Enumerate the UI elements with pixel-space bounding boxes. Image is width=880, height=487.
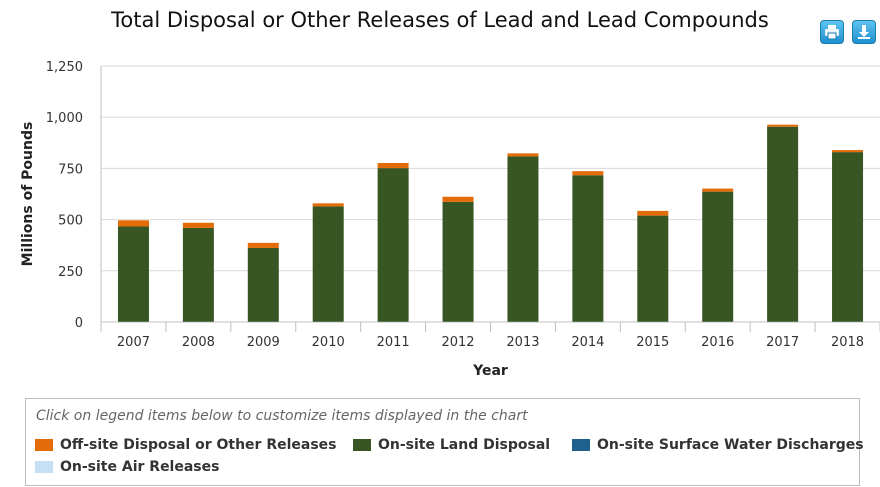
bar-segment bbox=[637, 210, 669, 216]
x-tick-label: 2016 bbox=[701, 335, 734, 350]
print-button[interactable] bbox=[820, 20, 844, 44]
bar-segment bbox=[247, 242, 279, 248]
legend: Click on legend items below to customize… bbox=[25, 398, 864, 486]
legend-swatch bbox=[572, 439, 590, 451]
x-tick-label: 2017 bbox=[766, 335, 799, 350]
bar-segment bbox=[247, 247, 279, 322]
bar-segment bbox=[182, 222, 214, 228]
legend-swatch bbox=[353, 439, 371, 451]
x-tick-label: 2012 bbox=[441, 335, 474, 350]
bar-segment bbox=[767, 126, 799, 322]
x-tick-label: 2011 bbox=[377, 335, 410, 350]
bar-segment bbox=[312, 203, 344, 207]
x-tick-label: 2009 bbox=[247, 335, 280, 350]
legend-swatch bbox=[35, 461, 53, 473]
bar-chart: 0 250 500 750 1,000 1,250 2007 2008 2009 2010 2011… bbox=[20, 60, 880, 379]
legend-label: On-site Surface Water Discharges bbox=[597, 437, 864, 453]
x-tick-label: 2008 bbox=[182, 335, 215, 350]
bar-segment bbox=[832, 150, 864, 153]
x-tick-label: 2014 bbox=[571, 335, 604, 350]
legend-label: On-site Air Releases bbox=[60, 459, 220, 475]
bar-segment bbox=[572, 171, 604, 176]
bar-segment bbox=[767, 124, 799, 127]
legend-label: On-site Land Disposal bbox=[378, 437, 551, 453]
y-tick-label: 1,250 bbox=[46, 60, 83, 75]
y-tick-label: 250 bbox=[58, 265, 83, 280]
y-tick-label: 750 bbox=[58, 162, 83, 177]
download-icon bbox=[858, 25, 870, 39]
chart-title: Total Disposal or Other Releases of Lead… bbox=[111, 8, 769, 32]
legend-hint: Click on legend items below to customize… bbox=[36, 408, 528, 424]
y-tick-label: 1,000 bbox=[46, 111, 83, 126]
bar-segment bbox=[117, 226, 149, 322]
bar-segment bbox=[117, 220, 149, 227]
bar-segment bbox=[702, 188, 734, 192]
bar-segment bbox=[377, 162, 409, 169]
bar-segment bbox=[182, 227, 214, 322]
bar-segment bbox=[702, 191, 734, 322]
x-axis-title: Year bbox=[472, 363, 508, 379]
bar-segment bbox=[312, 206, 344, 322]
download-button[interactable] bbox=[852, 20, 876, 44]
x-tick-label: 2010 bbox=[312, 335, 345, 350]
x-tick-label: 2015 bbox=[636, 335, 669, 350]
y-axis-title: Millions of Pounds bbox=[20, 122, 36, 267]
bar-segment bbox=[442, 201, 474, 322]
bar-segment bbox=[832, 152, 864, 322]
x-tick-label: 2007 bbox=[117, 335, 150, 350]
bar-segment bbox=[442, 196, 474, 202]
legend-swatch bbox=[35, 439, 53, 451]
printer-icon bbox=[825, 25, 839, 40]
x-tick-label: 2018 bbox=[831, 335, 864, 350]
x-tick-label: 2013 bbox=[506, 335, 539, 350]
bar-segment bbox=[637, 215, 669, 322]
bar-segment bbox=[507, 153, 539, 157]
bar-segment bbox=[377, 168, 409, 322]
bar-segment bbox=[507, 156, 539, 322]
y-tick-label: 0 bbox=[75, 316, 83, 331]
y-tick-label: 500 bbox=[58, 214, 83, 229]
legend-label: Off-site Disposal or Other Releases bbox=[60, 437, 337, 453]
bar-segment bbox=[572, 175, 604, 322]
